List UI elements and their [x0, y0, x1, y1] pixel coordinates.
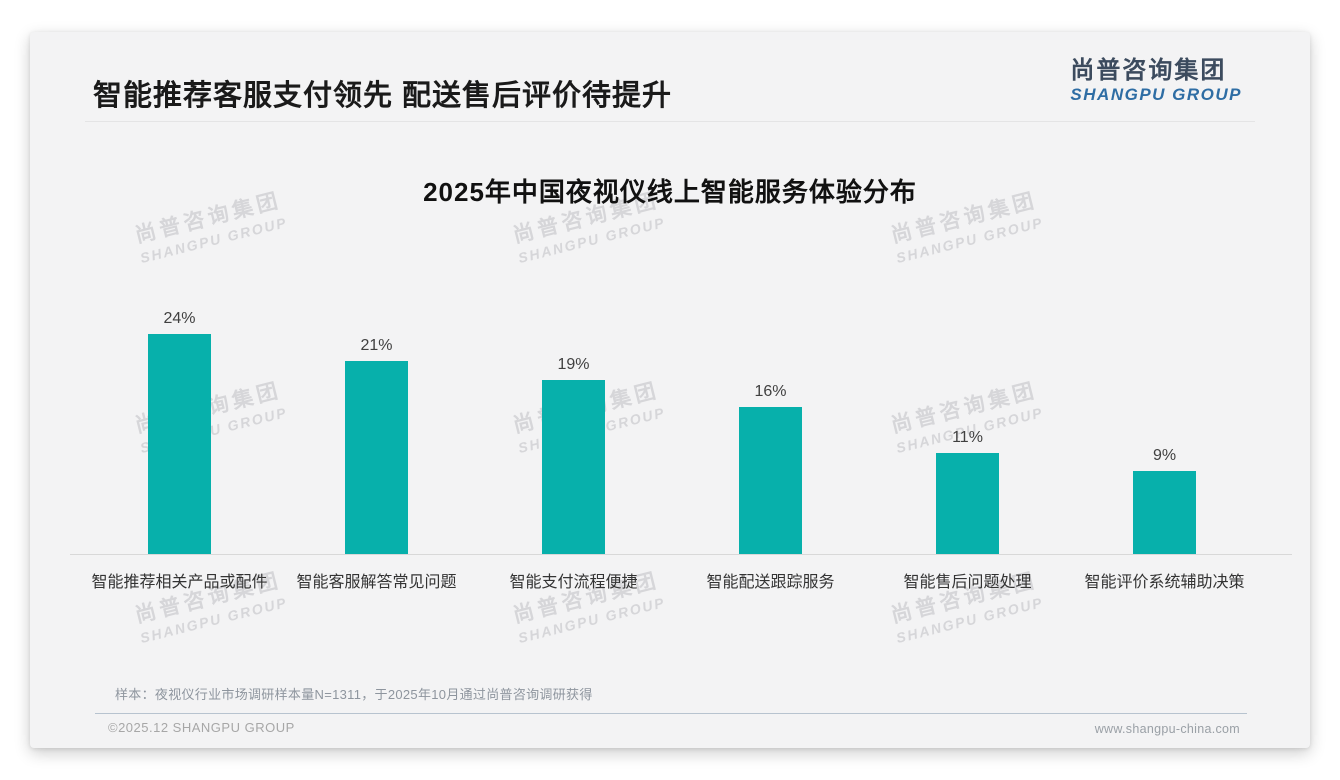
bar-value-label: 9% [1152, 447, 1177, 464]
slide-card: 智能推荐客服支付领先 配送售后评价待提升 尚普咨询集团 SHANGPU GROU… [30, 32, 1310, 748]
bar-value-label: 16% [754, 383, 787, 400]
bar-category-label: 智能售后问题处理 [903, 574, 1032, 591]
logo-english-text: SHANGPU GROUP [1070, 85, 1242, 105]
bar-category-label: 智能评价系统辅助决策 [1084, 574, 1245, 591]
title-divider [85, 121, 1255, 122]
x-axis-line [70, 554, 1292, 555]
bar [739, 407, 802, 554]
bar-category-label: 智能配送跟踪服务 [706, 574, 835, 591]
bar [936, 453, 999, 554]
bar [542, 380, 605, 554]
bar-category-label: 智能支付流程便捷 [509, 574, 638, 591]
bar-value-label: 19% [557, 356, 590, 373]
page-title: 智能推荐客服支付领先 配送售后评价待提升 [93, 80, 673, 112]
bar-value-label: 24% [163, 310, 196, 327]
bar-category-label: 智能客服解答常见问题 [296, 574, 457, 591]
sample-note: 样本：夜视仪行业市场调研样本量N=1311，于2025年10月通过尚普咨询调研获… [115, 687, 593, 702]
company-logo: 尚普咨询集团 SHANGPU GROUP [1070, 57, 1242, 105]
bar-value-label: 11% [952, 429, 983, 446]
footer-divider [95, 713, 1247, 714]
chart-title: 2025年中国夜视仪线上智能服务体验分布 [423, 177, 917, 207]
bar [1133, 471, 1196, 554]
footer-copyright: ©2025.12 SHANGPU GROUP [108, 720, 295, 735]
bar [148, 334, 211, 554]
logo-chinese-text: 尚普咨询集团 [1070, 57, 1227, 84]
bar-chart: 24% 智能推荐相关产品或配件 21% 智能客服解答常见问题 19% 智能支付流程便捷 16… [30, 32, 1310, 748]
footer-website: www.shangpu-china.com [1094, 722, 1240, 736]
bar-value-label: 21% [360, 337, 393, 354]
bar-category-label: 智能推荐相关产品或配件 [91, 574, 268, 591]
bar [345, 361, 408, 554]
